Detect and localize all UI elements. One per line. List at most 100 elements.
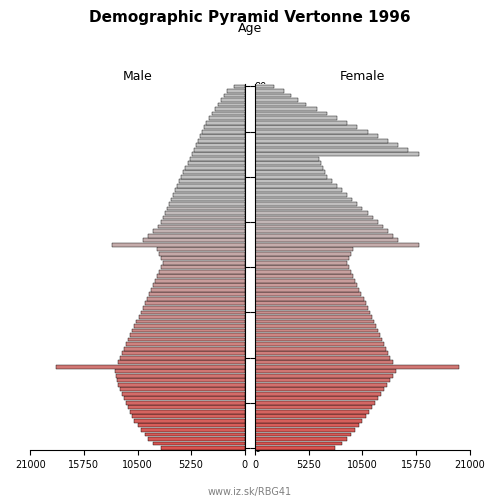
Bar [163,261,244,264]
Bar [182,175,244,178]
Bar [256,134,378,138]
Bar [158,224,244,228]
Bar [112,242,244,246]
Bar [136,320,244,324]
Bar [256,338,382,342]
Bar [256,432,352,436]
Bar [256,188,342,192]
Bar [161,446,244,450]
Bar [256,306,368,310]
Bar [157,274,244,278]
Bar [256,120,347,124]
Bar [165,211,244,215]
Bar [256,388,384,391]
Bar [256,162,320,165]
Bar [134,324,244,328]
Text: www.iz.sk/RBG41: www.iz.sk/RBG41 [208,487,292,497]
Bar [144,302,244,306]
Bar [209,116,244,120]
Bar [120,388,244,391]
Bar [256,328,378,332]
Bar [256,274,354,278]
Bar [256,84,274,88]
Bar [256,279,356,282]
Bar [153,442,244,446]
Bar [256,401,374,404]
Bar [256,378,390,382]
Bar [161,266,244,269]
Bar [256,130,368,134]
Bar [161,220,244,224]
Bar [173,193,244,197]
Bar [256,410,368,414]
Bar [140,428,244,432]
Bar [256,288,360,292]
Bar [256,406,372,409]
Bar [180,180,244,184]
Bar [126,401,244,404]
Bar [194,148,244,152]
Bar [163,216,244,220]
Bar [256,351,388,355]
Bar [122,351,244,355]
Text: Demographic Pyramid Vertonne 1996: Demographic Pyramid Vertonne 1996 [89,10,411,25]
Bar [155,279,244,282]
Bar [169,202,244,206]
Bar [256,125,358,129]
Bar [256,94,291,98]
Bar [148,234,244,237]
Bar [118,360,244,364]
Bar [256,364,460,368]
Bar [256,247,354,251]
Bar [200,134,244,138]
Bar [256,310,370,314]
Bar [256,216,372,220]
Bar [256,320,374,324]
Bar [256,315,372,319]
Bar [118,383,244,386]
Bar [146,297,244,301]
Bar [256,220,378,224]
Bar [256,175,327,178]
Bar [256,437,347,441]
Bar [138,424,244,428]
Bar [256,198,352,202]
Bar [221,98,244,102]
Bar [256,356,390,360]
Bar [256,238,398,242]
Bar [256,442,342,446]
Bar [184,170,244,174]
Bar [124,346,244,350]
Bar [224,94,244,98]
Bar [116,374,244,378]
Bar [256,144,398,147]
Bar [256,211,368,215]
Bar [120,356,244,360]
Bar [256,383,387,386]
Bar [132,414,244,418]
Bar [148,292,244,296]
Bar [256,229,388,233]
Bar [206,120,244,124]
Bar [256,374,393,378]
Title: Male: Male [122,70,152,83]
Bar [256,292,362,296]
Bar [256,324,376,328]
Bar [256,270,352,274]
Bar [128,406,244,409]
Bar [256,342,384,346]
Bar [198,138,244,142]
Bar [159,252,244,256]
Bar [115,370,244,373]
Title: Female: Female [340,70,385,83]
Bar [256,98,298,102]
Bar [130,410,244,414]
Bar [140,310,244,314]
Bar [256,370,396,373]
Bar [142,238,244,242]
Bar [117,378,244,382]
Bar [190,157,244,160]
Bar [256,224,383,228]
Bar [144,432,244,436]
Bar [215,107,244,111]
